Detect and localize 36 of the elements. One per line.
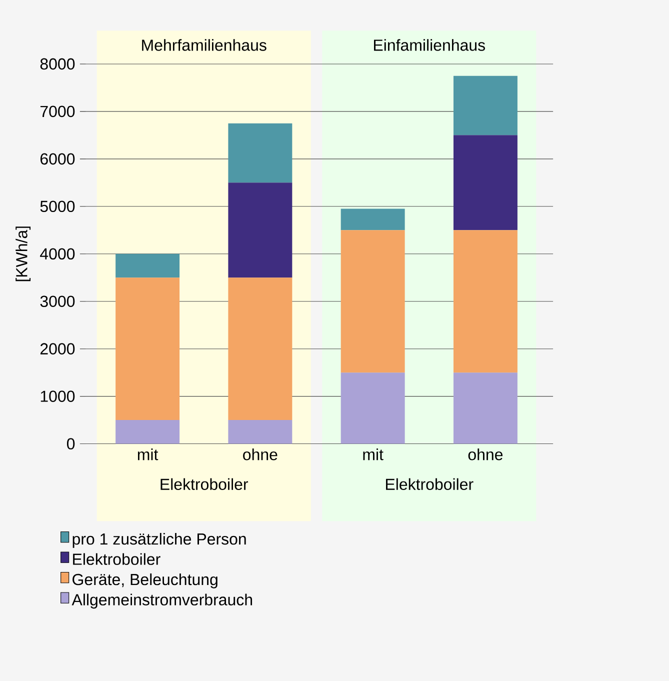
legend-label: Elektroboiler [73,553,160,565]
x-tick-label: ohne [243,448,278,460]
text: Mehrfamilienhaus [142,39,266,51]
y-tick-label: 8000 [40,58,75,70]
bar [116,420,180,444]
y-tick-label: 1000 [40,390,75,402]
y-tick-label: 5000 [40,200,75,212]
text: Elektroboiler [386,478,474,490]
y-tick-label: 2000 [40,343,75,354]
y-axis-title: [KWh/a] [16,226,31,282]
bar [453,135,518,230]
text: Einfamilienhaus [374,39,485,51]
y-tick-label: 3000 [40,296,75,308]
y-tick-label: 4000 [40,248,75,260]
x-tick-label: ohne [468,448,503,460]
y-tick-label: 0 [66,438,75,450]
bar [340,208,405,230]
bar [228,123,292,183]
x-tick-label: mit [138,448,158,460]
bar [453,372,518,444]
legend-label: Geräte, Beleuchtung [72,573,218,588]
legend-label: pro 1 zusätzliche Person [72,532,246,548]
bar [228,278,292,420]
bar [453,230,518,373]
bar [116,254,180,278]
bar [228,182,292,278]
legend-label: Allgemeinstromverbrauch [72,594,252,609]
bar [340,372,405,444]
bar [340,230,405,373]
y-tick-label: 7000 [40,106,75,118]
text: Elektroboiler [160,478,248,490]
bar [228,420,292,444]
x-tick-label: mit [363,448,384,460]
y-tick-label: 6000 [40,153,75,165]
bar [116,278,180,420]
bar [453,76,518,136]
